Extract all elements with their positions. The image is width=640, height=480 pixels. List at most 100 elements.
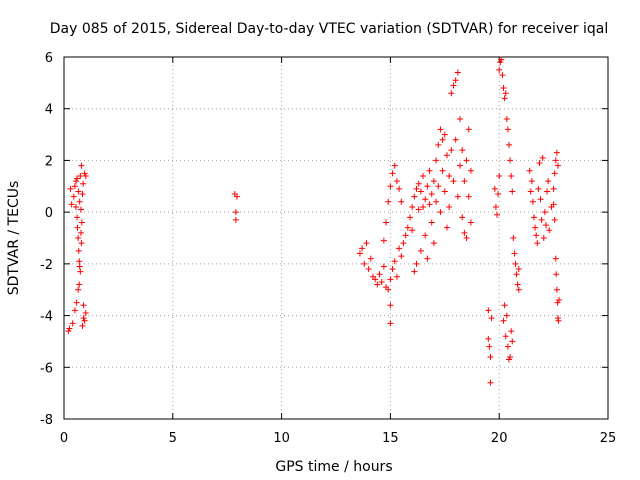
data-point	[76, 263, 83, 270]
data-point	[387, 276, 394, 283]
data-point	[78, 219, 85, 226]
data-point	[510, 235, 517, 241]
data-point	[446, 172, 453, 179]
data-point	[505, 141, 512, 148]
data-point	[359, 245, 366, 252]
data-point	[426, 201, 433, 208]
y-tick-label: -8	[40, 413, 53, 428]
x-tick-label: 15	[382, 431, 399, 446]
data-point	[81, 170, 88, 177]
data-point	[491, 185, 498, 192]
data-point	[508, 172, 515, 179]
data-point	[428, 219, 435, 226]
data-point	[402, 232, 409, 239]
data-point	[413, 185, 420, 192]
data-point	[409, 203, 416, 210]
data-point	[424, 255, 431, 262]
data-point	[467, 167, 474, 174]
data-point	[515, 266, 522, 273]
data-point	[552, 255, 559, 262]
data-point	[467, 219, 474, 226]
data-point	[391, 258, 398, 265]
data-point	[398, 198, 405, 205]
data-point	[556, 297, 563, 304]
data-point	[454, 69, 461, 76]
data-point	[422, 196, 429, 203]
data-point	[72, 178, 79, 185]
data-point	[452, 136, 459, 143]
data-point	[531, 214, 538, 221]
x-tick-label: 25	[600, 431, 617, 446]
data-point	[495, 191, 502, 198]
data-point	[411, 193, 418, 200]
data-point	[72, 203, 79, 210]
data-point	[494, 211, 501, 218]
data-point	[465, 193, 472, 200]
data-point	[380, 237, 387, 244]
data-point	[80, 180, 87, 187]
data-point	[514, 281, 521, 288]
data-point	[553, 271, 560, 278]
data-point	[546, 227, 553, 234]
y-tick-label: 6	[45, 51, 53, 66]
data-point	[504, 343, 511, 350]
data-point	[448, 90, 455, 97]
data-point	[409, 227, 416, 234]
data-point	[463, 157, 470, 164]
data-point	[492, 203, 499, 210]
data-point	[356, 250, 363, 257]
data-point	[503, 312, 510, 319]
data-point	[454, 193, 461, 200]
data-point	[380, 263, 387, 270]
data-point	[76, 258, 83, 265]
data-point	[457, 116, 464, 123]
data-point	[502, 90, 509, 97]
data-point	[77, 172, 84, 179]
data-point	[532, 224, 539, 231]
data-point	[82, 309, 89, 316]
data-point	[504, 126, 511, 133]
data-point	[552, 157, 559, 164]
data-point	[385, 286, 392, 293]
data-point	[448, 147, 455, 154]
data-point	[77, 229, 84, 236]
data-point	[513, 271, 520, 278]
data-point	[378, 278, 385, 285]
data-point	[415, 206, 422, 213]
data-point	[553, 149, 560, 156]
data-point	[551, 170, 558, 177]
data-point	[540, 235, 547, 241]
data-point	[465, 126, 472, 133]
data-point	[77, 268, 84, 275]
data-point	[404, 224, 411, 231]
data-point	[406, 214, 413, 221]
data-point	[487, 353, 494, 360]
data-point	[393, 273, 400, 280]
data-point	[82, 172, 89, 179]
data-point	[500, 317, 507, 324]
y-tick-label: 0	[45, 206, 53, 221]
data-point	[487, 379, 494, 386]
data-point	[538, 216, 545, 223]
axis-ticks	[63, 56, 609, 420]
x-tick-labels: 0 5 10 15 20 25	[60, 431, 616, 446]
data-point	[550, 201, 557, 208]
data-point	[74, 224, 81, 231]
data-point	[527, 188, 534, 195]
data-point	[73, 299, 80, 306]
data-point	[232, 209, 239, 216]
data-point	[512, 260, 519, 267]
chart-title: Day 085 of 2015, Sidereal Day-to-day VTE…	[50, 21, 608, 37]
data-point	[528, 178, 535, 185]
data-point	[396, 245, 403, 252]
data-point	[457, 162, 464, 169]
data-point	[426, 167, 433, 174]
data-point	[536, 160, 543, 167]
data-point	[459, 147, 466, 154]
y-tick-labels: -8 -6 -4 -2 0 2 4 6	[40, 51, 53, 428]
data-point	[75, 247, 82, 254]
data-point	[501, 302, 508, 309]
data-point	[428, 191, 435, 198]
data-point	[75, 286, 82, 293]
data-point	[387, 302, 394, 309]
